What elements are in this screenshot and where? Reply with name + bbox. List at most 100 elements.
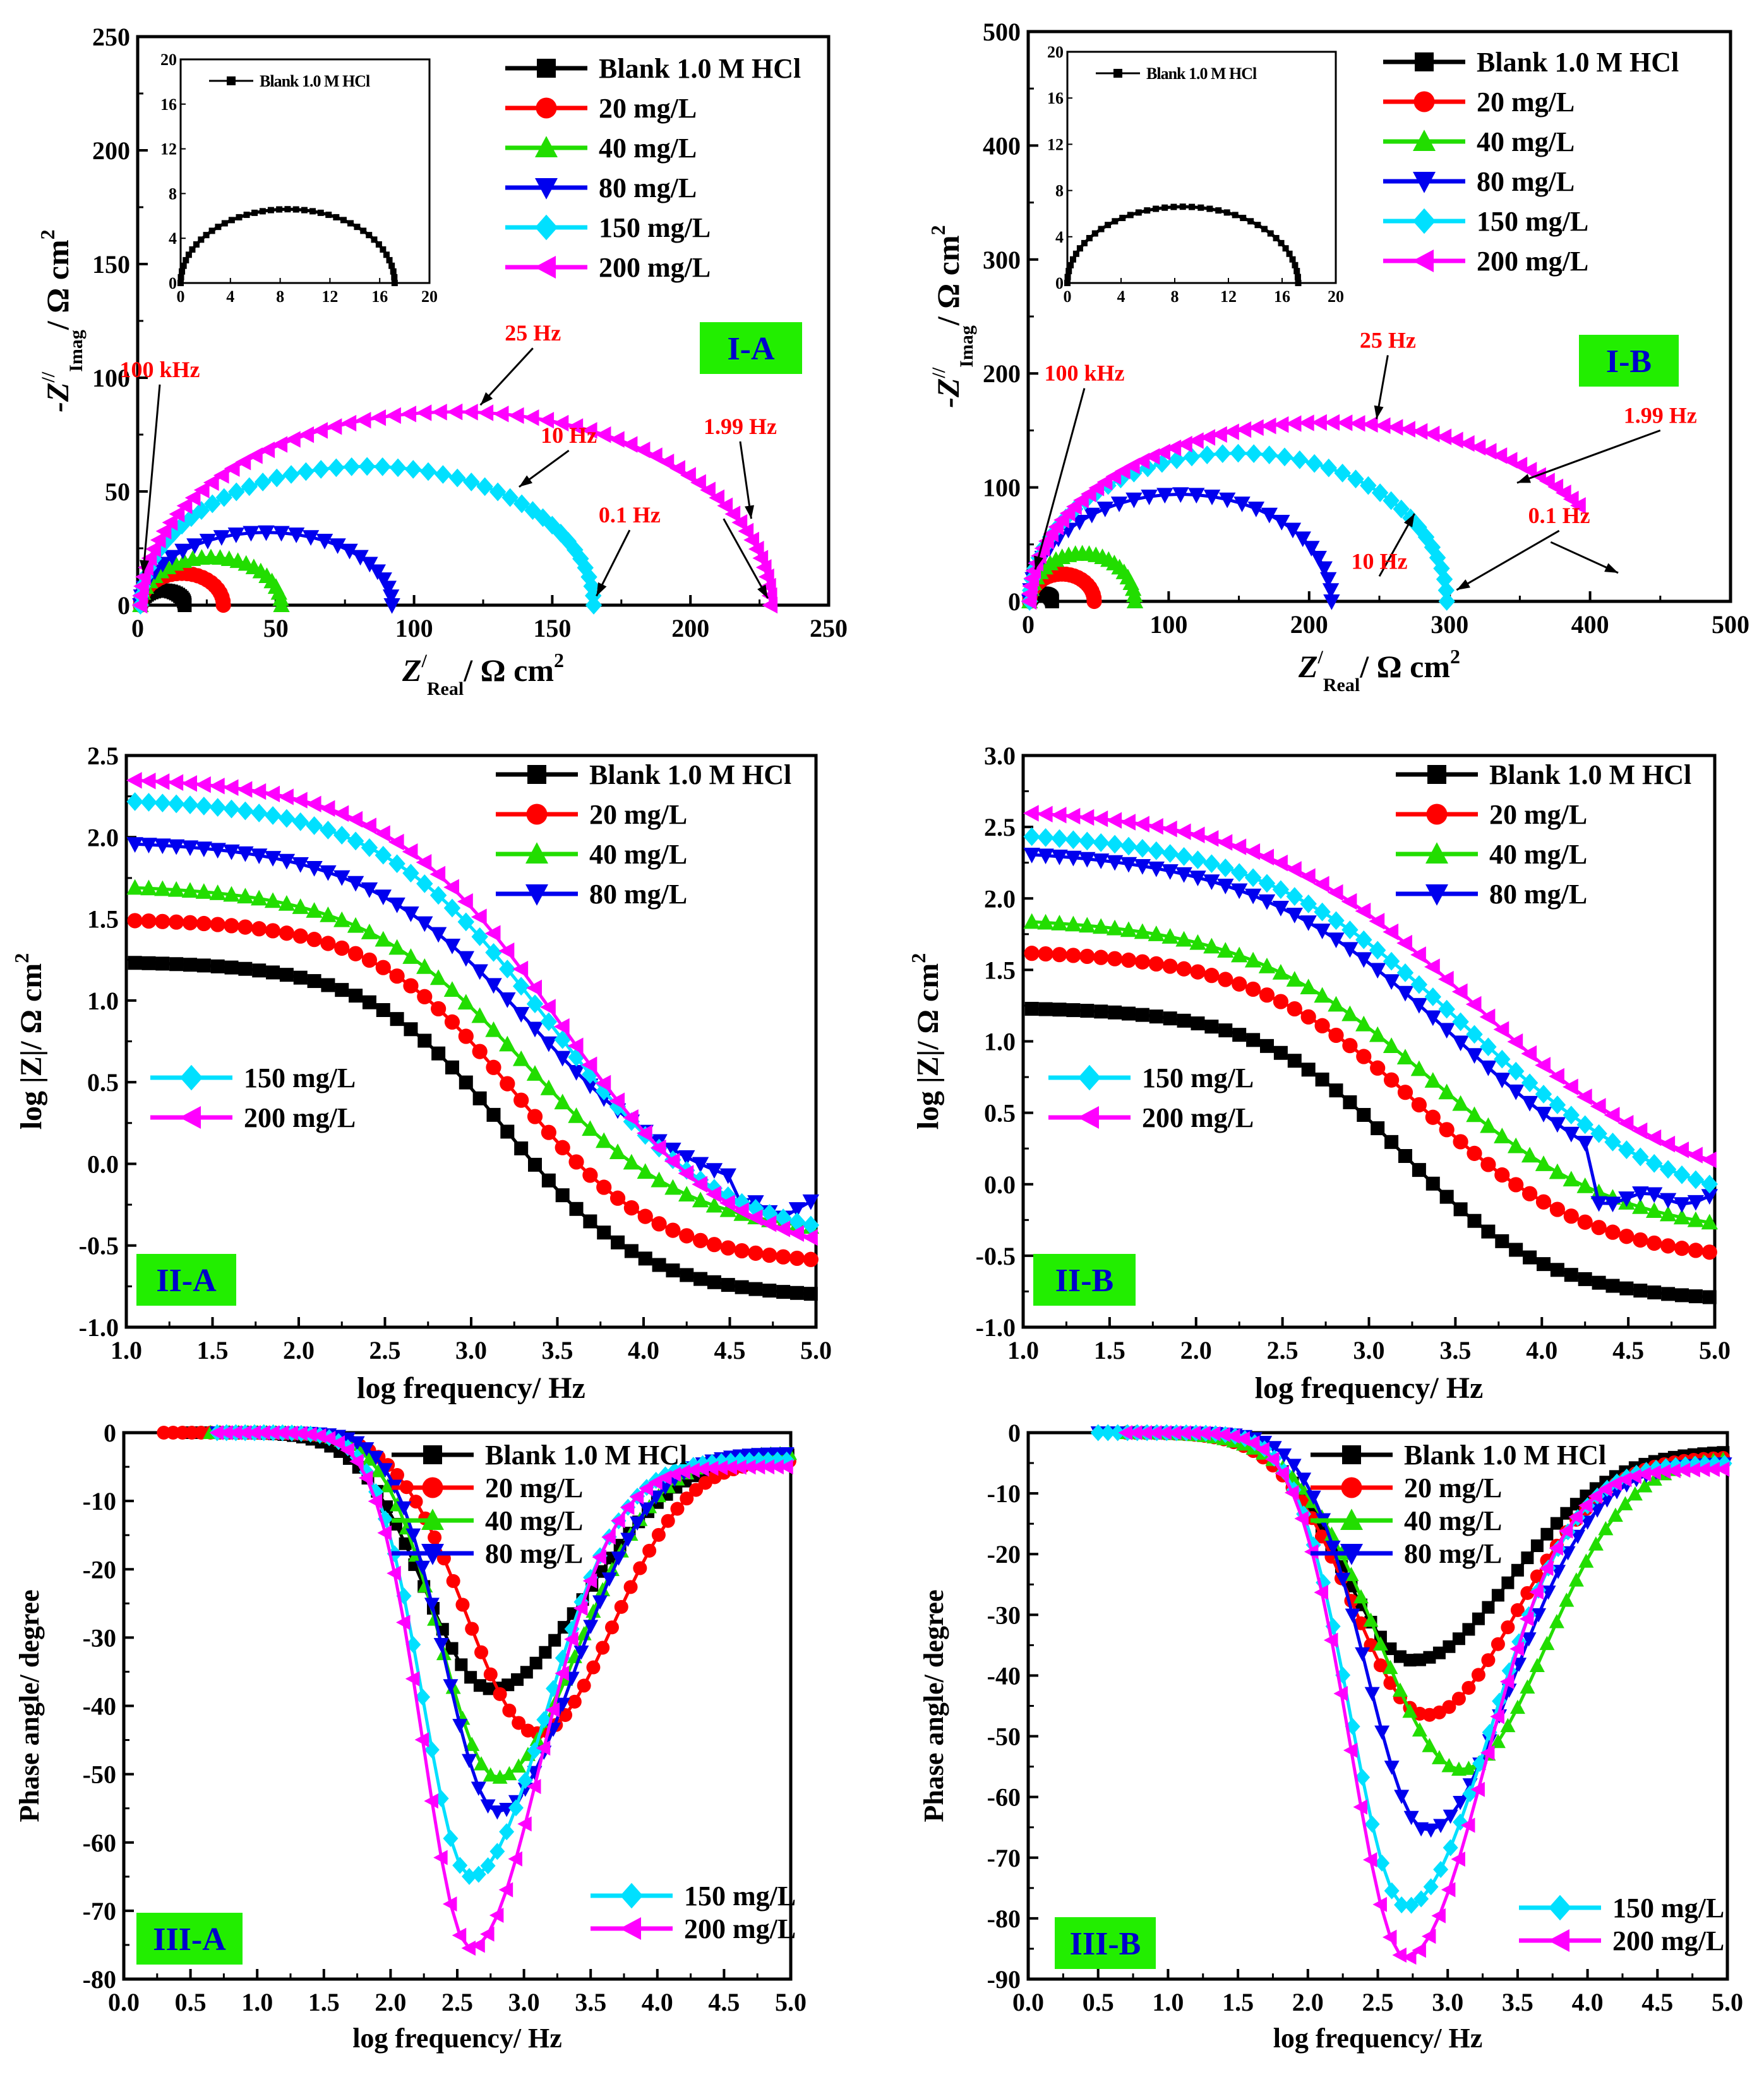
series-c150-point (1396, 963, 1414, 982)
series-c200-point (167, 774, 184, 791)
series-c200-point (222, 779, 239, 796)
series-c200-point (150, 531, 166, 549)
series-c200-point (303, 1426, 317, 1442)
series-blank-point (666, 1263, 680, 1278)
y-tick-label: -0.5 (79, 1232, 119, 1260)
series-c80-point (630, 1516, 645, 1531)
series-c150-point (476, 477, 493, 497)
x-tick-label: 1.0 (111, 1336, 142, 1364)
series-c200-point (1023, 805, 1039, 822)
series-c80-point (429, 927, 447, 943)
legend-item-c20: 20 mg/L (1383, 87, 1575, 117)
series-c20-point (623, 1200, 639, 1216)
legend-label: 80 mg/L (1404, 1538, 1502, 1569)
series-c150-point (596, 1081, 613, 1100)
x-tick-label: 3.0 (1432, 1988, 1463, 2016)
y-tick-label: -80 (987, 1905, 1021, 1933)
series-c80-point (471, 1781, 486, 1796)
series-c200-point (1412, 423, 1428, 440)
series-c20-point (1342, 1038, 1358, 1054)
annotation-arrowhead (1374, 405, 1384, 419)
series-blank-point (1453, 1202, 1468, 1217)
series-c20-point (141, 913, 157, 929)
series-c200-point (650, 1139, 666, 1157)
series-c150-point (1701, 1174, 1718, 1194)
series-c200-point (669, 460, 685, 477)
series-c20-point (776, 1249, 791, 1265)
series-blank-point (529, 1656, 543, 1670)
series-c40-point (361, 1451, 377, 1466)
series-c20-point (1397, 1085, 1413, 1100)
series-blank-point (1443, 1640, 1456, 1653)
series-c200-point (508, 1851, 522, 1867)
legend-marker (1077, 1106, 1099, 1129)
legend-marker (535, 136, 558, 157)
series-c40-point (1422, 1738, 1437, 1752)
series-c200-point (1369, 913, 1385, 930)
series-c40-point (1410, 1060, 1428, 1076)
series-blank-point (1511, 1563, 1524, 1577)
x-tick-label: 150 (533, 614, 571, 642)
series-c150-point (1364, 1815, 1380, 1833)
series-c80-point (278, 853, 296, 870)
series-c80-point (1106, 855, 1124, 871)
series-c80-point (126, 837, 143, 853)
inset-series-blank-point (180, 262, 187, 269)
series-c200-point (553, 1018, 570, 1035)
series-c20-point (604, 1620, 619, 1635)
series-c40-point (1244, 951, 1262, 968)
legend-marker (1413, 91, 1435, 112)
series-c200-point (1036, 805, 1053, 822)
series-c80-point (368, 1450, 384, 1466)
series-blank-point (1121, 1006, 1136, 1021)
series-c200-point (526, 1779, 541, 1795)
legend-marker (1412, 250, 1434, 272)
y-tick-label: 0.5 (87, 1068, 119, 1097)
series-blank-point (1412, 1163, 1426, 1177)
series-c20-point (251, 921, 267, 937)
series-c20-point (609, 1190, 626, 1206)
series-c40-point (1272, 964, 1290, 980)
series-c20-point (1510, 1603, 1525, 1617)
legend-label: 80 mg/L (485, 1538, 583, 1569)
series-c150-point (1291, 450, 1309, 469)
series-blank-point (680, 1268, 694, 1282)
series-c200-point (1627, 1469, 1641, 1484)
series-c80-point (377, 1463, 393, 1478)
series-c150-point (560, 532, 577, 551)
legend-item-c200: 200 mg/L (1519, 1925, 1724, 1956)
series-c200-point (538, 411, 555, 429)
series-c20-point (1549, 1201, 1565, 1217)
series-c80-point (1590, 1196, 1607, 1212)
series-c150-point (1604, 1133, 1621, 1152)
legend-marker (1342, 1445, 1361, 1464)
series-c40-point (1520, 1679, 1535, 1694)
series-c20-point (1688, 1243, 1703, 1258)
series-c40-point (1632, 1198, 1649, 1214)
frequency-annotation: 1.99 Hz (704, 414, 777, 439)
series-c150-point (1328, 911, 1345, 930)
series-c40-point (1438, 1083, 1455, 1100)
series-c150-point (1051, 829, 1068, 848)
y-tick-label: -0.5 (976, 1242, 1016, 1270)
series-c80-point (480, 1799, 496, 1814)
series-c20-point (1491, 1637, 1505, 1651)
series-c80-point (1355, 1647, 1371, 1662)
series-c80-point (167, 839, 185, 855)
series-c200-point (1216, 1427, 1230, 1443)
series-c80-point (554, 1051, 571, 1067)
series-c200-point (1186, 1425, 1201, 1441)
series-c200-point (678, 1165, 694, 1182)
series-blank-point (349, 989, 363, 1003)
series-c150-point (328, 458, 345, 478)
series-c80-point (540, 1036, 558, 1052)
x-tick-label: 300 (1431, 610, 1468, 639)
series-c150-point (1305, 454, 1323, 473)
series-c20-point (1093, 949, 1109, 965)
series-c150-point (1507, 1061, 1525, 1081)
series-c80-point (1303, 541, 1320, 557)
series-c200-point (429, 865, 446, 883)
series-c80-point (1294, 531, 1311, 548)
series-c40-point (1286, 971, 1303, 987)
inset-series-blank-point (284, 206, 291, 213)
